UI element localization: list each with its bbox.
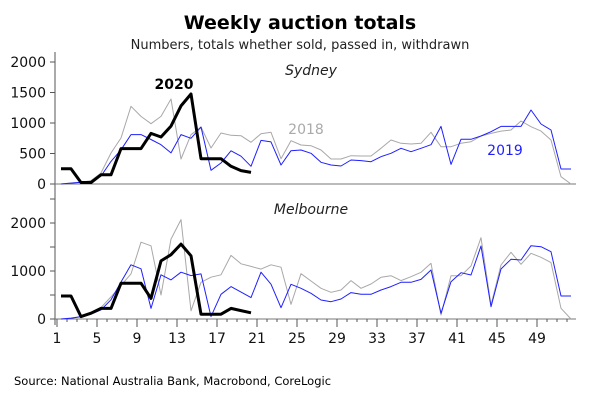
source-note: Source: National Australia Bank, Macrobo…	[14, 374, 331, 388]
melbourne-y-tick-label: 1000	[10, 264, 46, 280]
x-tick-label: 5	[93, 331, 102, 347]
x-tick-label: 29	[328, 331, 346, 347]
sydney-y-tick-label: 2000	[10, 55, 46, 71]
sydney-series-2020-line	[61, 92, 252, 184]
x-tick-label: 25	[288, 331, 306, 347]
series-label-2018: 2018	[288, 122, 324, 138]
x-tick-label: 49	[528, 331, 546, 347]
x-tick-label: 45	[488, 331, 506, 347]
x-tick-label: 17	[208, 331, 226, 347]
x-tick-label: 9	[133, 331, 142, 347]
sydney-series-2018-line	[60, 98, 572, 185]
panel-label-sydney: Sydney	[285, 63, 338, 79]
melbourne-y-tick-label: 2000	[10, 216, 46, 232]
sydney-y-tick-label: 1500	[10, 86, 46, 102]
x-tick-label: 1	[53, 331, 62, 347]
x-tick-label: 21	[248, 331, 266, 347]
melbourne-y-tick-label: 0	[37, 312, 46, 328]
sydney-y-tick-label: 500	[19, 147, 46, 163]
melbourne-series-2018-line	[60, 219, 572, 320]
x-tick-label: 33	[368, 331, 386, 347]
x-tick-label: 41	[448, 331, 466, 347]
melbourne-series-2020-line	[61, 242, 252, 319]
sydney-y-tick-label: 0	[37, 177, 46, 193]
sydney-series-2019-line	[60, 109, 571, 185]
x-tick-label: 13	[168, 331, 186, 347]
x-tick-label: 37	[408, 331, 426, 347]
series-label-2020: 2020	[155, 77, 194, 93]
series-label-2019: 2019	[487, 143, 523, 159]
sydney-y-tick-label: 1000	[10, 116, 46, 132]
chart-title: Weekly auction totals	[184, 12, 416, 34]
chart-subtitle: Numbers, totals whether sold, passed in,…	[131, 38, 470, 53]
panel-label-melbourne: Melbourne	[274, 202, 348, 218]
